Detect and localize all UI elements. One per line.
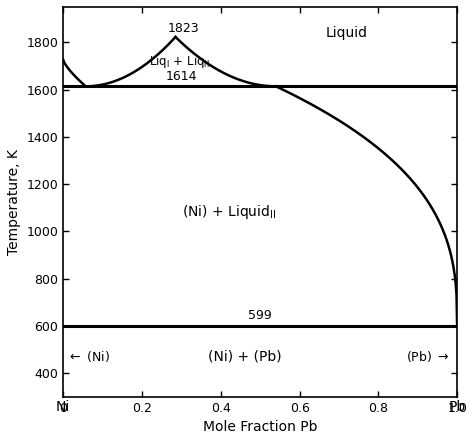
Text: (Ni) + (Pb): (Ni) + (Pb) — [208, 349, 281, 363]
Text: (Pb) $\rightarrow$: (Pb) $\rightarrow$ — [406, 349, 449, 364]
Text: 599: 599 — [248, 309, 272, 322]
X-axis label: Mole Fraction Pb: Mole Fraction Pb — [203, 420, 318, 434]
Y-axis label: Temperature, K: Temperature, K — [7, 149, 21, 255]
Text: Liquid: Liquid — [326, 26, 368, 40]
Text: 1614: 1614 — [165, 71, 197, 83]
Text: 1823: 1823 — [167, 22, 199, 35]
Text: Ni: Ni — [56, 400, 70, 414]
Text: $\leftarrow$ (Ni): $\leftarrow$ (Ni) — [67, 349, 110, 364]
Text: Pb: Pb — [448, 400, 466, 414]
Text: Liq$_\mathregular{I}$ + Liq$_\mathregular{II}$: Liq$_\mathregular{I}$ + Liq$_\mathregula… — [149, 53, 210, 70]
Text: (Ni) + Liquid$_\mathregular{II}$: (Ni) + Liquid$_\mathregular{II}$ — [182, 203, 276, 221]
